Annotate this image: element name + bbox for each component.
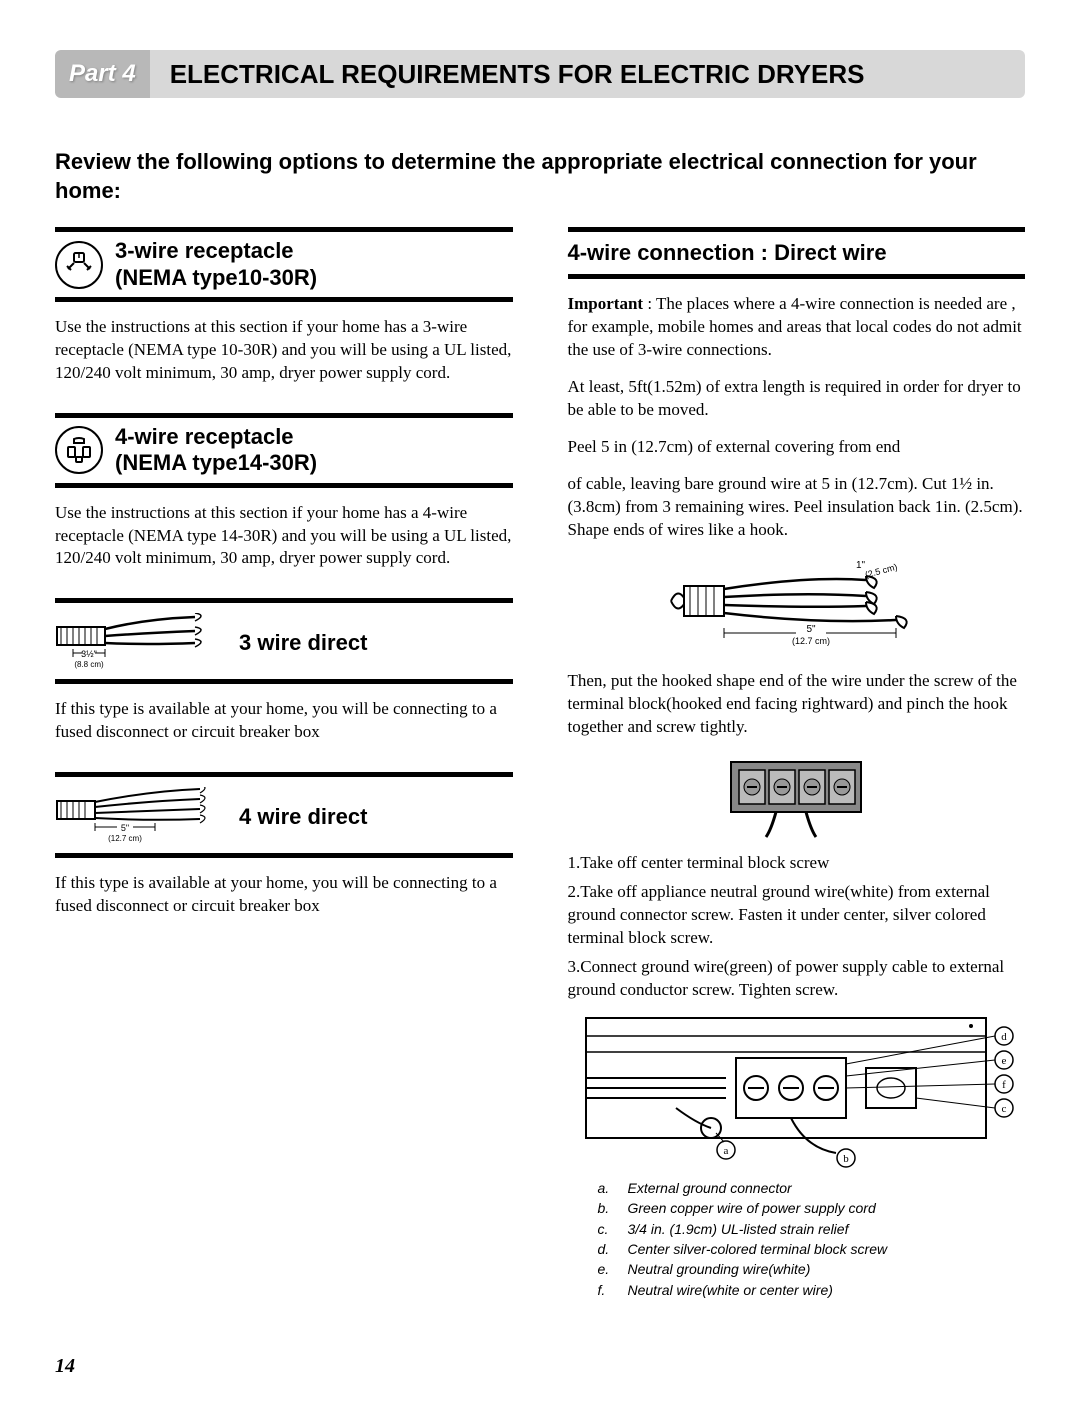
section-title: 3 wire direct — [239, 630, 367, 656]
steps: 1.Take off center terminal block screw 2… — [568, 852, 1026, 1002]
section-body: Use the instructions at this section if … — [55, 502, 513, 571]
section-body: Use the instructions at this section if … — [55, 316, 513, 385]
content-columns: 3-wire receptacle (NEMA type10-30R) Use … — [55, 227, 1025, 1300]
legend-item: External ground connector — [628, 1178, 792, 1198]
paragraph: of cable, leaving bare ground wire at 5 … — [568, 473, 1026, 542]
svg-text:(8.8 cm): (8.8 cm) — [74, 660, 104, 669]
connection-diagram: d e f c a b — [568, 1008, 1026, 1168]
page-number: 14 — [55, 1355, 75, 1378]
svg-text:c: c — [1002, 1103, 1007, 1115]
outlet-3wire-icon — [55, 241, 103, 289]
svg-text:(12.7 cm): (12.7 cm) — [792, 636, 830, 646]
section-body: If this type is available at your home, … — [55, 698, 513, 744]
svg-text:3½": 3½" — [81, 649, 97, 659]
legend-item: 3/4 in. (1.9cm) UL-listed strain relief — [628, 1219, 849, 1239]
header-title: ELECTRICAL REQUIREMENTS FOR ELECTRIC DRY… — [150, 50, 1025, 98]
svg-text:a: a — [724, 1145, 729, 1157]
legend: a.External ground connector b.Green copp… — [598, 1178, 1026, 1300]
legend-item: Neutral grounding wire(white) — [628, 1259, 811, 1279]
intro-text: Review the following options to determin… — [55, 148, 1025, 205]
part-tab: Part 4 — [55, 50, 150, 98]
svg-text:5": 5" — [807, 624, 817, 635]
section-3wire-receptacle: 3-wire receptacle (NEMA type10-30R) Use … — [55, 227, 513, 385]
section-body: If this type is available at your home, … — [55, 872, 513, 918]
cable-4wire-icon: 5" (12.7 cm) — [55, 787, 215, 847]
paragraph: Important : The places where a 4-wire co… — [568, 293, 1026, 362]
legend-item: Center silver-colored terminal block scr… — [628, 1239, 888, 1259]
svg-text:(12.7 cm): (12.7 cm) — [108, 834, 142, 843]
legend-item: Neutral wire(white or center wire) — [628, 1280, 833, 1300]
section-title: 3-wire receptacle (NEMA type10-30R) — [115, 238, 317, 291]
svg-text:f: f — [1002, 1079, 1006, 1091]
legend-item: Green copper wire of power supply cord — [628, 1198, 876, 1218]
wire-hook-diagram: 1" (2.5 cm) 5" (12.7 cm) — [568, 556, 1026, 656]
right-column: 4-wire connection : Direct wire Importan… — [568, 227, 1026, 1300]
section-3wire-direct: 3½" (8.8 cm) 3 wire direct If this type … — [55, 598, 513, 744]
svg-text:b: b — [844, 1153, 850, 1165]
section-4wire-direct: 5" (12.7 cm) 4 wire direct If this type … — [55, 772, 513, 918]
svg-text:(2.5 cm): (2.5 cm) — [864, 561, 898, 579]
step: 3.Connect ground wire(green) of power su… — [568, 956, 1026, 1002]
paragraph: Peel 5 in (12.7cm) of external covering … — [568, 436, 1026, 459]
left-column: 3-wire receptacle (NEMA type10-30R) Use … — [55, 227, 513, 1300]
paragraph: Then, put the hooked shape end of the wi… — [568, 670, 1026, 739]
outlet-4wire-icon — [55, 426, 103, 474]
section-title: 4-wire receptacle (NEMA type14-30R) — [115, 424, 317, 477]
cable-3wire-icon: 3½" (8.8 cm) — [55, 613, 215, 673]
paragraph: At least, 5ft(1.52m) of extra length is … — [568, 376, 1026, 422]
header-bar: Part 4 ELECTRICAL REQUIREMENTS FOR ELECT… — [55, 50, 1025, 98]
right-title: 4-wire connection : Direct wire — [568, 232, 1026, 274]
step: 1.Take off center terminal block screw — [568, 852, 1026, 875]
section-title: 4 wire direct — [239, 804, 367, 830]
svg-text:d: d — [1002, 1031, 1008, 1043]
section-4wire-receptacle: 4-wire receptacle (NEMA type14-30R) Use … — [55, 413, 513, 571]
terminal-block-diagram — [568, 752, 1026, 842]
step: 2.Take off appliance neutral ground wire… — [568, 881, 1026, 950]
svg-text:5": 5" — [121, 823, 129, 833]
svg-text:e: e — [1002, 1055, 1007, 1067]
